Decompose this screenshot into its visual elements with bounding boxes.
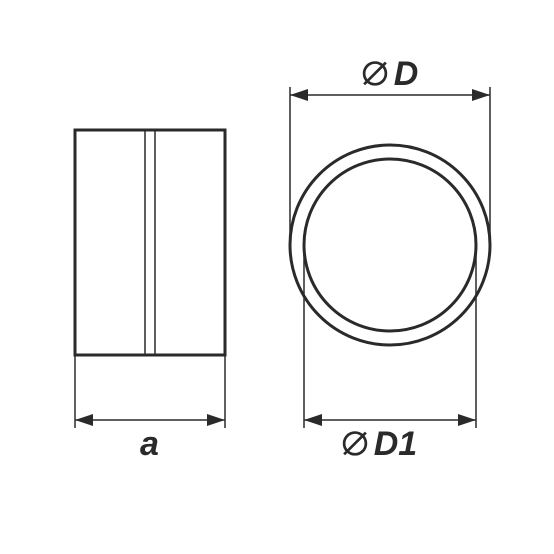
side-view-outline — [75, 130, 225, 355]
arrowhead — [290, 89, 308, 101]
technical-drawing: a D D1 — [0, 0, 554, 554]
arrowhead — [207, 414, 225, 426]
D1-label: D1 — [374, 425, 417, 463]
arrowhead — [75, 414, 93, 426]
arrowhead — [472, 89, 490, 101]
a-label: a — [140, 425, 159, 463]
end-view-outer-circle — [290, 145, 490, 345]
D-label: D — [394, 55, 419, 93]
arrowhead — [458, 414, 476, 426]
end-view-inner-circle — [304, 159, 476, 331]
arrowhead — [304, 414, 322, 426]
